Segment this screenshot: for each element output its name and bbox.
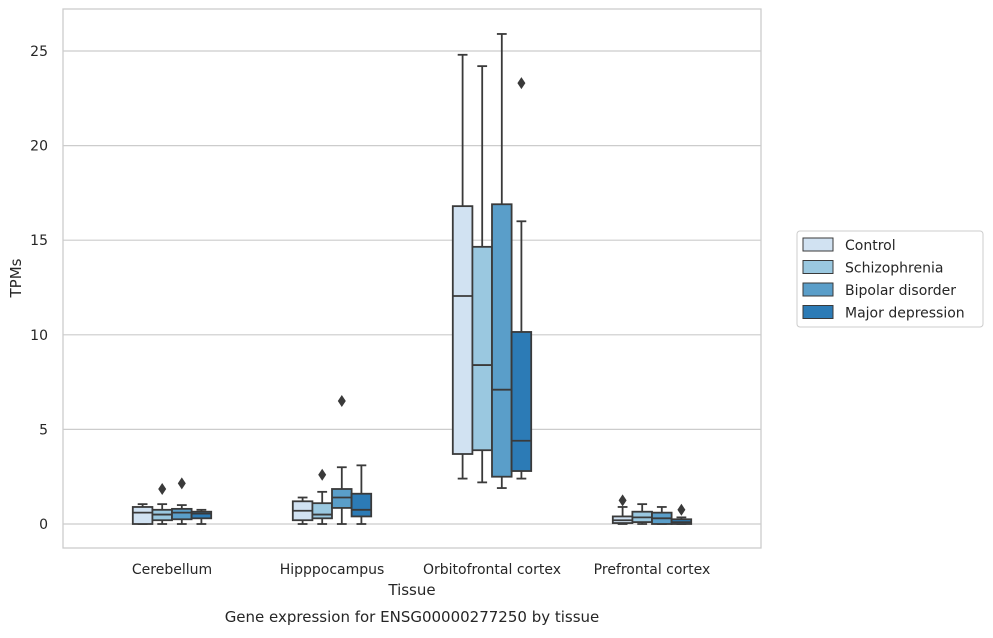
box-iqr: [331, 488, 353, 509]
x-tick-labels: Cerebellum Hipppocampus Orbitofrontal cort…: [132, 562, 710, 578]
box-control: [611, 494, 634, 525]
box-schizophrenia: [311, 468, 333, 525]
legend-swatch: [802, 237, 834, 252]
outlier-point: [618, 494, 627, 507]
box-major-depression: [510, 77, 533, 480]
legend: Control Schizophrenia Bipolar disorder Majo…: [796, 230, 984, 328]
box-iqr: [491, 203, 513, 478]
y-tick-label: 0: [39, 517, 48, 533]
legend-label: Major depression: [845, 306, 965, 322]
box-iqr: [190, 510, 213, 520]
box-major-depression: [670, 503, 693, 525]
x-axis-label: Tissue: [387, 581, 435, 599]
legend-frame: [796, 230, 984, 328]
y-tick-label: 10: [30, 328, 48, 344]
y-tick-label: 15: [30, 233, 48, 249]
y-tick-label: 20: [30, 139, 48, 155]
x-tick-label: Orbitofrontal cortex: [423, 562, 561, 578]
y-tick-label: 25: [30, 44, 48, 60]
box-control: [451, 53, 474, 480]
box-schizophrenia: [631, 503, 653, 525]
outlier-point: [158, 482, 167, 495]
box-iqr: [451, 205, 474, 455]
outlier-point: [177, 477, 186, 490]
x-tick-label: Prefrontal cortex: [594, 562, 711, 578]
box-bipolar-disorder: [171, 477, 193, 525]
outlier-point: [517, 77, 526, 90]
box-schizophrenia: [471, 65, 493, 484]
outlier-point: [318, 468, 327, 481]
box-control: [291, 496, 314, 525]
box-iqr: [510, 331, 533, 472]
legend-label: Schizophrenia: [845, 261, 943, 277]
box-groups: [131, 33, 693, 525]
legend-swatch: [802, 282, 834, 297]
legend-swatch: [802, 305, 834, 319]
plot-frame: [62, 8, 762, 549]
box-iqr: [311, 502, 333, 520]
box-bipolar-disorder: [491, 33, 513, 489]
box-control: [131, 503, 154, 525]
x-tick-label: Cerebellum: [132, 562, 212, 578]
outlier-point: [337, 395, 346, 408]
box-major-depression: [350, 464, 373, 525]
legend-swatch: [802, 260, 834, 274]
outlier-point: [677, 503, 686, 516]
grid-lines: [63, 50, 761, 525]
box-bipolar-disorder: [651, 506, 673, 525]
legend-label: Control: [845, 238, 896, 254]
box-major-depression: [190, 508, 213, 525]
box-bipolar-disorder: [331, 395, 353, 525]
box-schizophrenia: [151, 482, 173, 525]
chart-title: Gene expression for ENSG00000277250 by t…: [225, 608, 600, 626]
box-iqr: [471, 245, 493, 452]
box-iqr: [350, 492, 373, 518]
box-iqr: [131, 506, 154, 525]
y-axis-label: TPMs: [7, 258, 25, 298]
y-tick-label: 5: [39, 422, 48, 438]
x-tick-label: Hipppocampus: [280, 562, 385, 578]
box-iqr: [171, 507, 193, 521]
legend-label: Bipolar disorder: [845, 283, 956, 299]
y-tick-labels: 0 5 10 15 20 25: [30, 44, 48, 533]
